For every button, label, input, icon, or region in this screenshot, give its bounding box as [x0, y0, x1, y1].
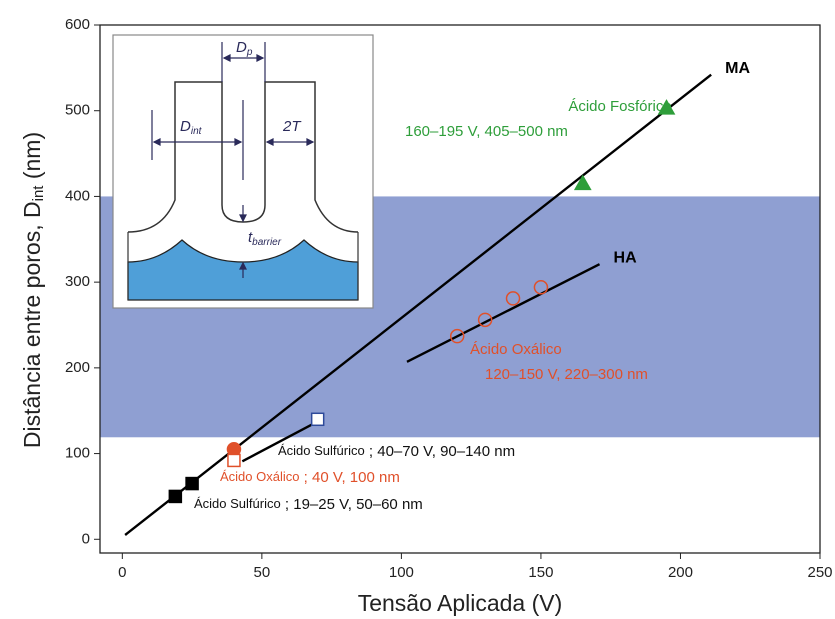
marker [312, 413, 324, 425]
y-tick-label: 400 [65, 187, 90, 204]
chart: 0 50 100 150 200 250 0 100 200 300 400 500 600 MA HA D… [0, 0, 835, 619]
x-tick-label: 250 [807, 564, 832, 581]
annotation-part: ; 19–25 V, 50–60 nm [281, 496, 423, 513]
annotation: Ácido Fosfórico [568, 98, 671, 115]
annotation: 120–150 V, 220–300 nm [485, 366, 648, 383]
annotation-part: Ácido Oxálico [220, 469, 299, 484]
y-tick-label: 500 [65, 102, 90, 119]
y-tick-label: 600 [65, 16, 90, 33]
y-tick-label: 0 [82, 530, 90, 547]
inset-label-sub: p [246, 47, 253, 58]
annotation: 160–195 V, 405–500 nm [405, 123, 568, 140]
x-axis-title: Tensão Aplicada (V) [358, 590, 563, 616]
x-tick-label: 150 [528, 564, 553, 581]
marker [186, 478, 198, 490]
y-title-sub: int [30, 185, 47, 202]
marker [169, 490, 181, 502]
y-tick-label: 200 [65, 359, 90, 376]
y-title-main: Distância entre poros, D [19, 201, 45, 448]
x-tick-label: 0 [118, 564, 126, 581]
y-axis-title: Distância entre poros, Dint (nm) [19, 132, 47, 448]
line-label: MA [725, 60, 750, 77]
annotation-part: Ácido Oxálico [470, 341, 562, 358]
annotation: Ácido Oxálico ; 40 V, 100 nm [220, 469, 400, 486]
inset-label-sub: barrier [252, 237, 282, 248]
annotation-part: ; 40–70 V, 90–140 nm [365, 443, 515, 460]
annotation: Ácido Oxálico [470, 341, 562, 358]
inset-diagram: Dp Dint 2T tbarrier [113, 35, 373, 308]
y-title-unit: (nm) [19, 132, 45, 186]
annotation-part: Ácido Sulfúrico [278, 443, 365, 458]
inset-label-main: D [236, 39, 247, 56]
x-tick-label: 100 [389, 564, 414, 581]
y-tick-label: 100 [65, 445, 90, 462]
line-label: HA [614, 249, 638, 266]
inset-label: 2T [282, 118, 302, 135]
y-tick-label: 300 [65, 273, 90, 290]
annotation-part: Ácido Fosfórico [568, 98, 671, 115]
marker [575, 176, 591, 190]
inset-label-main: 2T [282, 118, 302, 135]
inset-label-main: D [180, 118, 191, 135]
annotation-part: 160–195 V, 405–500 nm [405, 123, 568, 140]
inset-label-sub: int [191, 126, 203, 137]
annotation: Ácido Sulfúrico ; 40–70 V, 90–140 nm [278, 443, 515, 460]
x-tick-label: 50 [254, 564, 271, 581]
annotation: Ácido Sulfúrico ; 19–25 V, 50–60 nm [194, 496, 423, 513]
marker [228, 454, 240, 466]
annotation-part: 120–150 V, 220–300 nm [485, 366, 648, 383]
annotation-part: Ácido Sulfúrico [194, 496, 281, 511]
annotation-part: ; 40 V, 100 nm [299, 469, 399, 486]
x-tick-label: 200 [668, 564, 693, 581]
